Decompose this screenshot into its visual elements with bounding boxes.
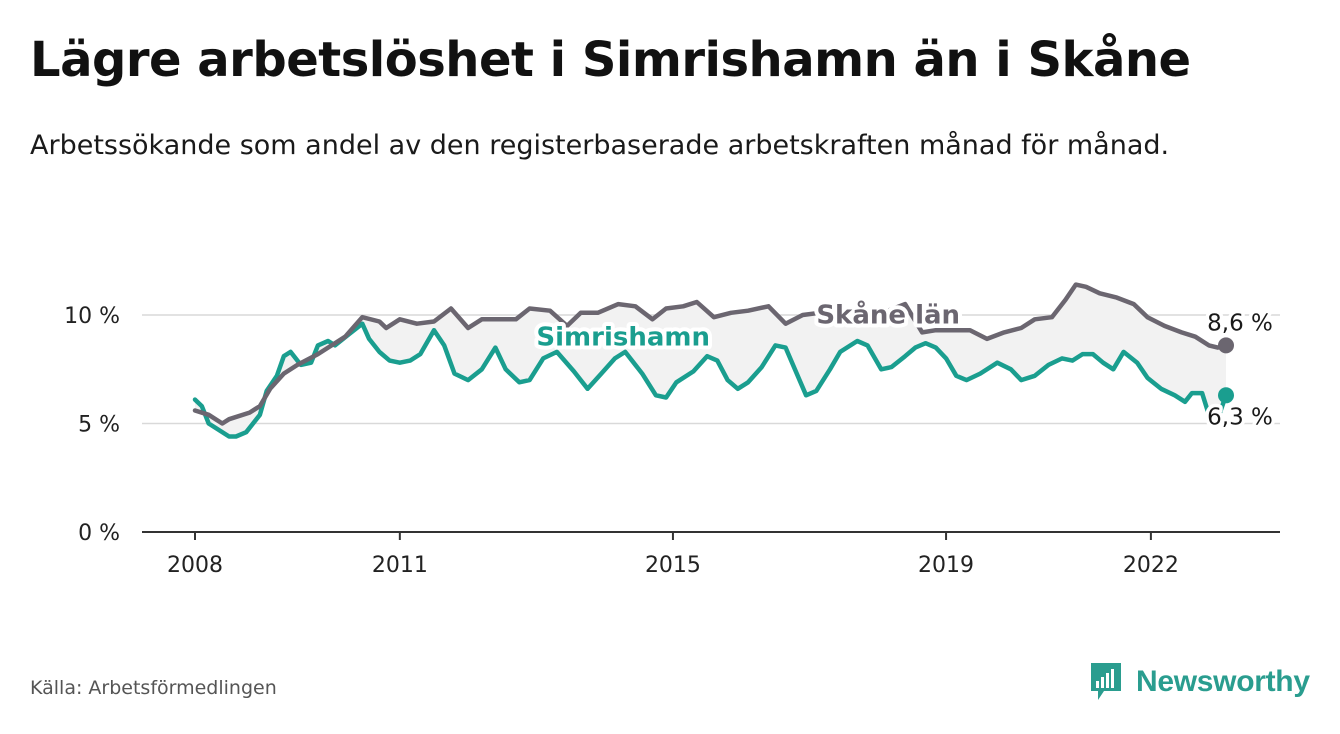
y-tick-label-5: 5 % <box>78 413 120 438</box>
series-lines <box>192 282 1229 439</box>
axis-ticks: 0 % 5 % 10 % 2008 2011 2015 2019 2022 <box>64 304 1179 578</box>
difference-area-fill <box>195 284 1226 437</box>
series-label-skane-lan: Skåne län <box>816 299 960 331</box>
y-tick-label-0: 0 % <box>78 521 120 546</box>
x-tick-label-2015: 2015 <box>645 553 701 578</box>
x-tick-label-2022: 2022 <box>1123 553 1179 578</box>
newsworthy-chart-icon <box>1091 663 1121 700</box>
series-labels: Skåne län Simrishamn 8,6 % 6,3 % <box>532 295 1276 434</box>
x-tick-label-2011: 2011 <box>372 553 428 578</box>
series-label-simrishamn: Simrishamn <box>536 322 710 352</box>
y-tick-label-10: 10 % <box>64 304 120 329</box>
chart-subtitle: Arbetssökande som andel av den registerb… <box>30 130 1170 161</box>
end-value-label-skane-lan: 8,6 % <box>1207 310 1273 336</box>
x-tick-label-2008: 2008 <box>167 553 223 578</box>
end-point-skane-lan <box>1218 337 1234 354</box>
difference-area <box>195 284 1226 437</box>
brand-logo[interactable]: Newsworthy <box>1088 660 1310 704</box>
brand-name: Newsworthy <box>1136 665 1310 698</box>
source-note: Källa: Arbetsförmedlingen <box>30 677 277 699</box>
series-line-simrishamn <box>192 321 1229 439</box>
end-point-simrishamn <box>1218 387 1234 404</box>
end-value-label-simrishamn: 6,3 % <box>1207 404 1273 430</box>
series-line-skane-lan <box>192 282 1229 426</box>
chart-title: Lägre arbetslöshet i Simrishamn än i Skå… <box>30 32 1191 88</box>
x-tick-label-2019: 2019 <box>918 553 974 578</box>
